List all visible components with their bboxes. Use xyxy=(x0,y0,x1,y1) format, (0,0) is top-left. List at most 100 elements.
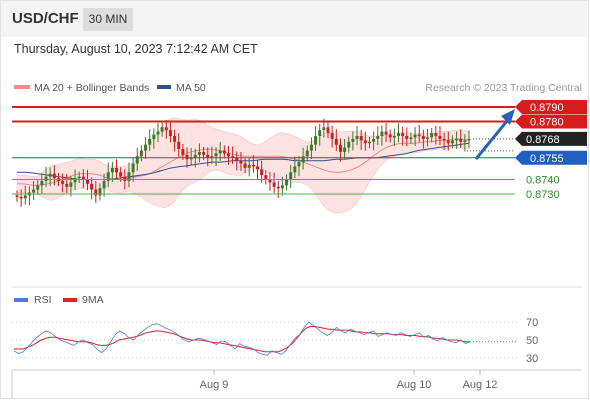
rsi-legend-label: RSI xyxy=(34,294,52,306)
candle-body xyxy=(181,149,185,155)
resistance-label: 0.8780 xyxy=(530,117,564,129)
candle-body xyxy=(380,131,384,136)
candle-body xyxy=(148,138,152,145)
candle-body xyxy=(131,163,135,173)
resistance-box xyxy=(515,114,587,129)
candle-body xyxy=(397,133,401,136)
rsi-ma-legend-label: 9MA xyxy=(82,294,104,306)
candle-body xyxy=(222,150,226,154)
candle-body xyxy=(363,140,367,144)
candle-body xyxy=(239,160,243,164)
candle-body xyxy=(19,196,23,199)
candle-body xyxy=(401,133,405,136)
candle-body xyxy=(463,140,467,142)
ma50-legend-label: MA 50 xyxy=(176,82,206,94)
candle-body xyxy=(115,167,119,173)
candle-body xyxy=(421,136,425,139)
candle-body xyxy=(40,180,44,186)
candle-body xyxy=(168,130,172,136)
candle-body xyxy=(388,134,392,138)
candle-body xyxy=(135,156,139,164)
candle-body xyxy=(206,154,210,158)
candle-body xyxy=(459,138,463,142)
candle-body xyxy=(247,165,251,168)
resistance-label: 0.8790 xyxy=(530,102,564,114)
candle-body xyxy=(450,140,454,144)
candle-body xyxy=(276,186,280,189)
ma20-legend-swatch xyxy=(14,85,30,89)
candle-body xyxy=(127,172,131,181)
candle-body xyxy=(268,179,272,183)
timeframe-badge[interactable]: 30 MIN xyxy=(83,8,133,31)
candle-body xyxy=(417,134,421,137)
candle-body xyxy=(272,182,276,187)
candle-body xyxy=(15,195,19,197)
candle-body xyxy=(73,178,77,183)
candle-body xyxy=(231,156,235,158)
candle-body xyxy=(164,127,168,131)
candle-body xyxy=(409,137,413,139)
candle-body xyxy=(334,138,338,145)
candle-body xyxy=(177,141,181,150)
candle-body xyxy=(351,138,355,142)
rsi-line xyxy=(13,321,471,356)
x-tick-label: Aug 9 xyxy=(200,379,229,391)
candle-body xyxy=(376,136,380,139)
candle-body xyxy=(426,137,430,139)
candle-body xyxy=(102,180,106,189)
candle-body xyxy=(343,147,347,152)
candle-body xyxy=(256,166,260,170)
candle-body xyxy=(355,136,359,139)
candle-body xyxy=(285,179,289,186)
candle-body xyxy=(446,140,450,144)
candle-body xyxy=(430,133,434,138)
candle-body xyxy=(442,138,446,141)
bollinger-band xyxy=(16,117,470,213)
candle-body xyxy=(193,154,197,158)
rsi-tick-label: 70 xyxy=(526,317,538,329)
candle-body xyxy=(318,130,322,136)
candle-body xyxy=(156,131,160,135)
candle-body xyxy=(280,185,284,189)
candle-body xyxy=(197,151,201,155)
candle-body xyxy=(413,134,417,138)
last-price-box xyxy=(515,131,587,146)
candle-body xyxy=(218,150,222,154)
rsi-ma-line xyxy=(14,326,470,353)
ma20-line xyxy=(17,138,470,186)
candle-body xyxy=(48,173,52,177)
candle-body xyxy=(264,175,268,180)
candle-body xyxy=(202,151,206,155)
candle-body xyxy=(44,176,48,181)
last-price-label: 0.8768 xyxy=(526,134,560,146)
candle-body xyxy=(243,163,247,168)
candle-body xyxy=(455,138,459,141)
candle-body xyxy=(434,133,438,136)
forecast-arrowhead xyxy=(501,109,515,125)
rsi-legend-swatch xyxy=(14,298,28,302)
ma50-legend-swatch xyxy=(157,85,171,89)
candle-body xyxy=(235,157,239,161)
candle-body xyxy=(85,179,89,184)
candle-body xyxy=(189,157,193,160)
candle-body xyxy=(314,136,318,145)
candle-body xyxy=(52,173,56,179)
candle-body xyxy=(297,162,301,167)
candle-body xyxy=(173,136,177,142)
support-label: 0.8730 xyxy=(526,189,560,201)
candle-body xyxy=(139,150,143,157)
candle-body xyxy=(160,127,164,132)
candle-body xyxy=(214,153,218,157)
candle-body xyxy=(359,136,363,141)
candle-body xyxy=(347,141,351,148)
candle-body xyxy=(81,176,85,180)
rsi-tick-label: 50 xyxy=(526,335,538,347)
candle-body xyxy=(210,156,214,158)
candle-body xyxy=(322,127,326,131)
candle-body xyxy=(65,183,69,187)
candle-body xyxy=(367,141,371,144)
candle-body xyxy=(123,176,127,181)
candle-body xyxy=(392,136,396,138)
candle-body xyxy=(251,165,255,167)
candle-body xyxy=(77,176,81,179)
